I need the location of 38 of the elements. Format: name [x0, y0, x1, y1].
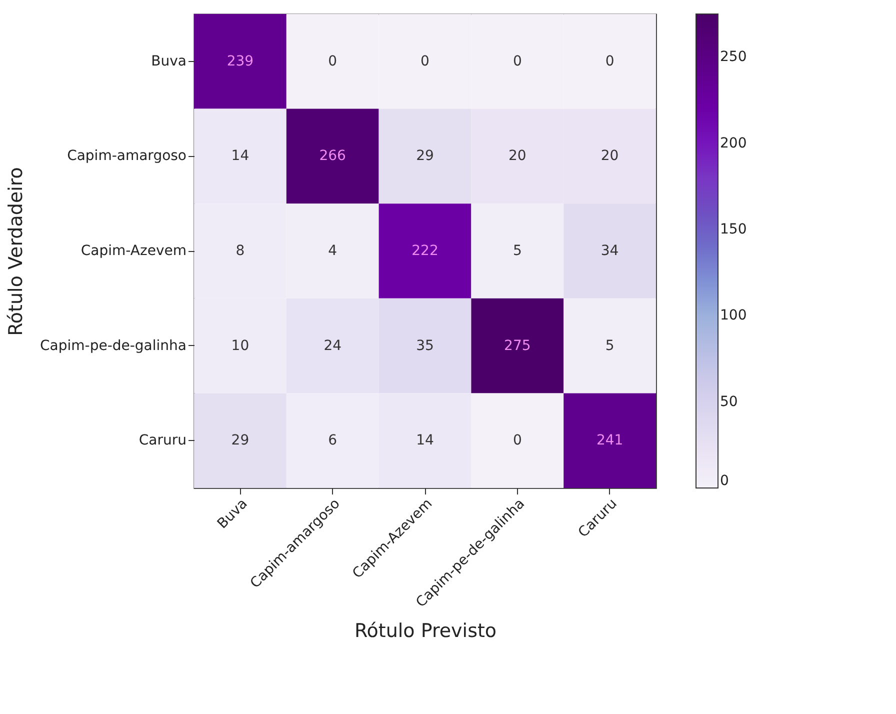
color-bar-label: 50: [720, 394, 738, 410]
data-label: 0: [420, 53, 430, 70]
color-bar-label: 150: [720, 221, 747, 238]
data-label: 34: [600, 243, 619, 259]
data-label: 0: [328, 53, 338, 70]
y-tick-label: Capim-Azevem: [80, 243, 186, 259]
data-label: 4: [328, 243, 338, 259]
x-axis-title: Rótulo Previsto: [354, 620, 497, 642]
data-label: 5: [512, 243, 522, 259]
data-label: 222: [412, 243, 438, 259]
data-label: 10: [231, 338, 250, 354]
data-label: 20: [600, 148, 619, 164]
data-label: 6: [328, 432, 338, 449]
data-label: 8: [236, 243, 245, 259]
color-bar-label: 0: [720, 473, 729, 489]
color-bar-label: 200: [720, 135, 747, 152]
y-tick-label: Buva: [151, 53, 186, 70]
color-bar-label: 250: [720, 49, 747, 66]
y-tick-label: Capim-pe-de-galinha: [40, 338, 186, 354]
data-label: 266: [319, 148, 346, 164]
y-axis-title: Rótulo Verdadeiro: [5, 167, 28, 336]
data-label: 5: [605, 338, 614, 354]
data-label: 239: [226, 53, 254, 70]
data-label: 0: [512, 53, 522, 70]
data-label: 14: [231, 148, 250, 164]
data-label: 29: [416, 148, 434, 164]
data-label: 35: [416, 338, 434, 354]
data-label: 14: [416, 432, 434, 449]
y-tick-label: Capim-amargoso: [67, 148, 186, 164]
data-label: 275: [504, 338, 531, 354]
data-label: 20: [508, 148, 526, 164]
data-label: 0: [512, 432, 522, 449]
y-tick-label: Caruru: [138, 432, 186, 449]
data-label: 29: [231, 432, 250, 449]
color-bar-label: 100: [720, 308, 747, 324]
data-label: 241: [596, 432, 624, 449]
data-label: 24: [324, 338, 342, 354]
data-label: 0: [605, 53, 614, 70]
